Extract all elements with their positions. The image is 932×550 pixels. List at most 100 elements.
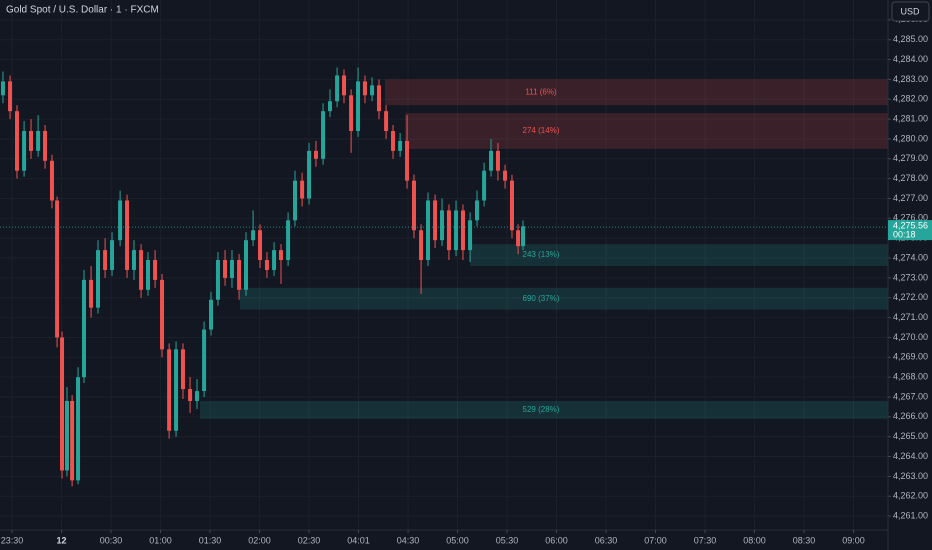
candle-body <box>153 260 158 280</box>
candle-body <box>342 75 347 96</box>
candle-body <box>264 260 269 270</box>
candle-body <box>60 337 65 471</box>
candle-body <box>43 131 48 161</box>
y-tick-label: 4,264.00 <box>893 451 928 461</box>
y-tick-label: 4,276.00 <box>893 213 928 223</box>
x-tick-label: 08:00 <box>743 535 766 545</box>
candle-body <box>384 111 389 132</box>
x-tick-label: 00:30 <box>100 535 123 545</box>
x-tick-label: 01:00 <box>149 535 172 545</box>
y-tick-label: 4,279.00 <box>893 153 928 163</box>
y-tick-label: 4,273.00 <box>893 272 928 282</box>
candle-body <box>286 220 291 261</box>
y-tick-label: 4,269.00 <box>893 352 928 362</box>
y-tick-label: 4,280.00 <box>893 133 928 143</box>
candle-body <box>405 140 410 181</box>
zone <box>385 79 888 106</box>
candle-body <box>516 230 521 247</box>
candle-body <box>167 349 172 431</box>
y-tick-label: 4,283.00 <box>893 74 928 84</box>
candle-body <box>356 81 361 132</box>
y-tick-label: 4,278.00 <box>893 173 928 183</box>
zone-label: 690 (37%) <box>523 294 560 303</box>
candle-body <box>244 240 249 290</box>
candle-body <box>258 230 263 261</box>
y-tick-label: 4,268.00 <box>893 372 928 382</box>
candle-body <box>446 210 451 251</box>
x-tick-label: 09:00 <box>842 535 865 545</box>
candle-body <box>468 220 473 251</box>
candle-body <box>327 101 332 112</box>
zone <box>470 244 888 266</box>
candle-body <box>251 230 256 241</box>
candle-body <box>398 140 403 151</box>
zone-label: 111 (6%) <box>525 87 557 96</box>
candle-body <box>425 200 430 261</box>
candle-body <box>215 260 220 300</box>
y-tick-label: 4,261.00 <box>893 510 928 520</box>
candle-body <box>49 160 54 201</box>
x-tick-label: 04:30 <box>397 535 420 545</box>
candle-body <box>139 250 144 290</box>
candle-body <box>202 329 207 392</box>
candle-body <box>110 240 115 270</box>
candle-body <box>313 150 318 159</box>
candle-body <box>335 75 340 102</box>
candle-body <box>521 226 526 247</box>
candle-body <box>96 250 101 308</box>
y-tick-label: 4,267.00 <box>893 391 928 401</box>
candle-body <box>419 230 424 261</box>
y-tick-label: 4,265.00 <box>893 431 928 441</box>
candle-body <box>89 279 94 308</box>
y-tick-label: 4,263.00 <box>893 471 928 481</box>
y-tick-label: 4,284.00 <box>893 54 928 64</box>
y-tick-label: 4,262.00 <box>893 491 928 501</box>
candle-body <box>229 260 234 278</box>
y-tick-label: 4,271.00 <box>893 312 928 322</box>
candle-body <box>391 131 396 151</box>
candle-body <box>8 81 13 112</box>
candle-body <box>307 150 312 199</box>
candle-body <box>195 391 200 401</box>
y-tick-label: 4,285.00 <box>893 34 928 44</box>
candle-body <box>272 250 277 270</box>
x-tick-label: 08:30 <box>793 535 816 545</box>
candle-body <box>293 180 298 221</box>
candle-body <box>440 210 445 241</box>
candle-body <box>209 299 214 330</box>
candle-body <box>146 260 150 290</box>
candle-body <box>362 81 367 96</box>
zone <box>199 400 888 419</box>
candle-body <box>70 400 75 481</box>
candle-body <box>76 377 81 481</box>
x-tick-label: 07:00 <box>644 535 667 545</box>
candle-body <box>103 250 108 270</box>
currency-button[interactable] <box>891 1 930 22</box>
x-tick-label: 02:30 <box>298 535 321 545</box>
candle-body <box>411 180 416 231</box>
candle-body <box>118 200 123 241</box>
x-tick-label: 05:30 <box>496 535 519 545</box>
candle-body <box>433 200 438 241</box>
chart-title: Gold Spot / U.S. Dollar · 1 · FXCM <box>6 5 159 16</box>
y-tick-label: 4,274.00 <box>893 252 928 262</box>
zone-label: 529 (28%) <box>523 405 560 414</box>
candle-body <box>460 210 465 251</box>
currency-label[interactable]: USD <box>900 6 920 16</box>
candle-body <box>55 200 60 338</box>
candle-body <box>64 400 69 471</box>
y-tick-label: 4,270.00 <box>893 332 928 342</box>
candle-body <box>180 349 185 390</box>
candle-body <box>14 111 19 171</box>
candle-body <box>174 349 179 431</box>
candle-body <box>474 200 479 221</box>
y-tick-label: 4,281.00 <box>893 113 928 123</box>
candle-body <box>0 81 5 96</box>
candle-body <box>223 260 228 278</box>
y-tick-label: 4,272.00 <box>893 292 928 302</box>
candle-body <box>454 210 459 251</box>
x-tick-label: 07:30 <box>694 535 717 545</box>
zone <box>405 113 888 149</box>
last-price-label: 4,275.56 <box>893 220 928 230</box>
